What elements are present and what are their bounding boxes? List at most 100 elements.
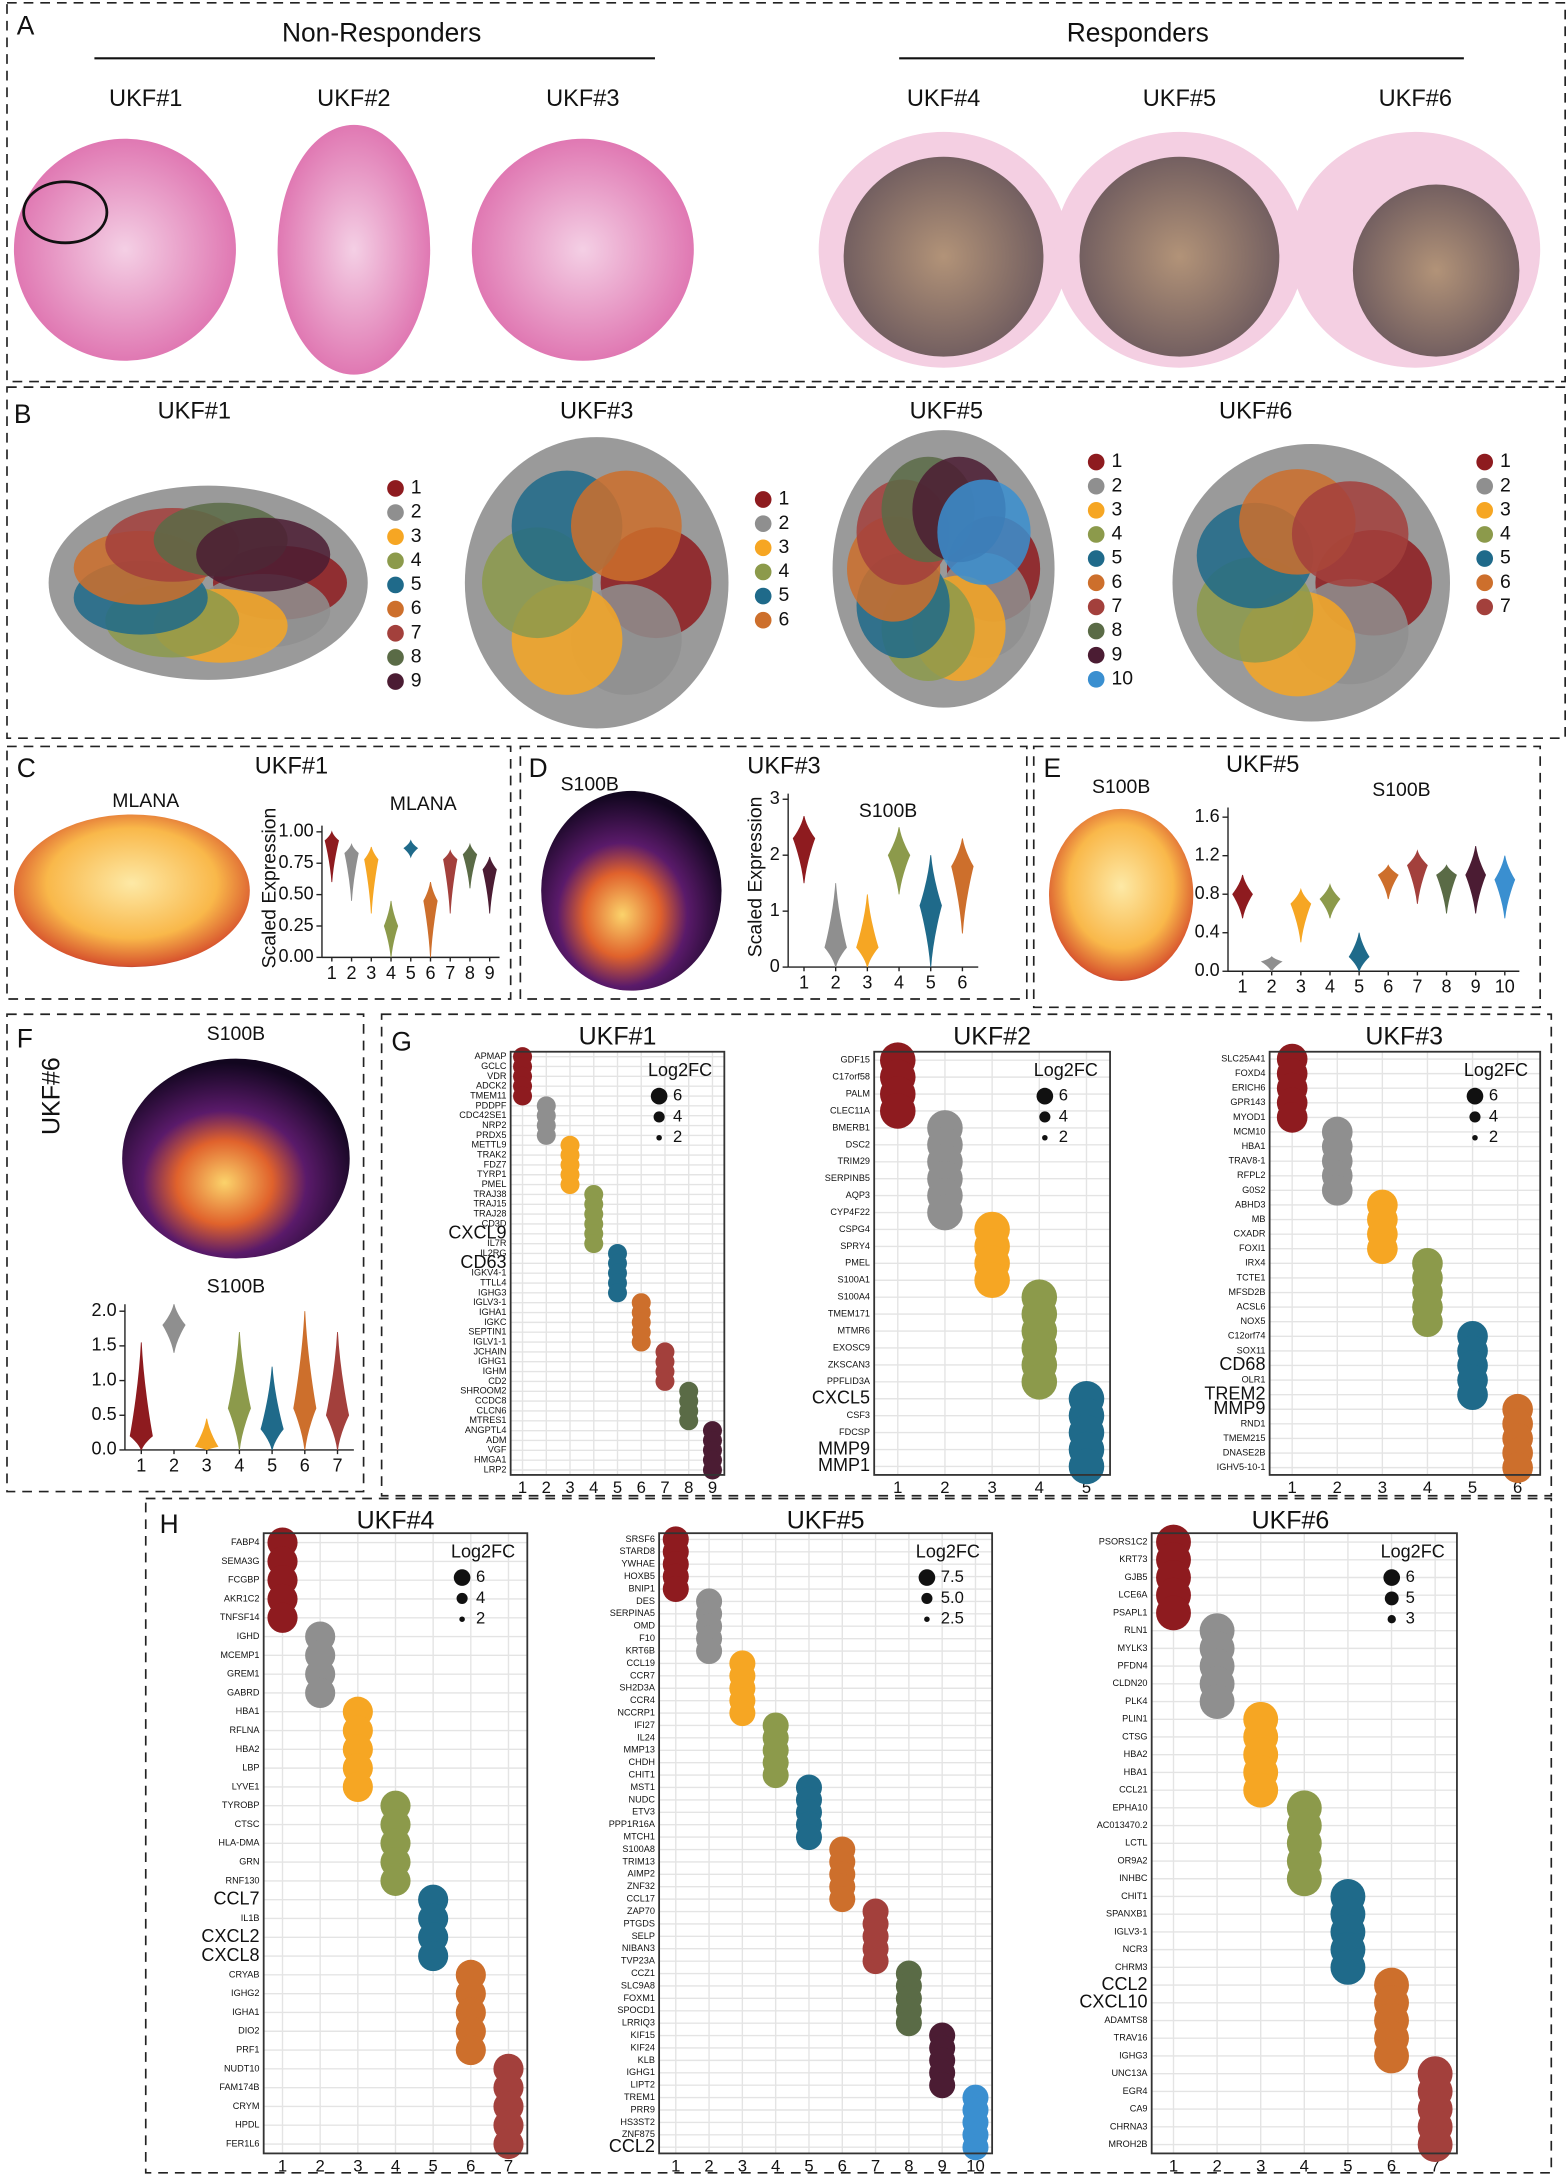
legend-label: 2 xyxy=(476,1609,485,1628)
x-tick-label: 8 xyxy=(465,963,475,983)
legend-label: 6 xyxy=(1059,1086,1068,1105)
legend-swatch xyxy=(1088,599,1105,616)
gene-label: ZNF32 xyxy=(627,1881,655,1891)
dot xyxy=(537,1126,556,1145)
map-title: UKF#1 xyxy=(158,397,231,423)
gene-label: LRP2 xyxy=(484,1464,507,1474)
legend-swatch xyxy=(1088,526,1105,543)
gene-label: PPP1R16A xyxy=(609,1819,656,1829)
x-tick-label: 9 xyxy=(1471,977,1481,997)
legend-dot xyxy=(454,1569,471,1586)
gene-label: HOXB5 xyxy=(624,1571,655,1581)
gene-label: VDR xyxy=(487,1071,507,1081)
legend-swatch xyxy=(1476,526,1493,543)
legend-label: 5 xyxy=(1500,547,1511,569)
x-tick-label: 6 xyxy=(637,1478,646,1497)
dot xyxy=(927,1195,963,1231)
dot xyxy=(929,2072,955,2098)
legend-swatch xyxy=(755,612,772,629)
gene-label: SHROOM2 xyxy=(460,1386,506,1396)
gene-label: CDC42SE1 xyxy=(459,1110,506,1120)
gene-label: NCR3 xyxy=(1123,1944,1148,1954)
legend-swatch xyxy=(1088,574,1105,591)
x-tick-label: 7 xyxy=(445,963,455,983)
expression-map xyxy=(14,814,250,967)
gene-label: IGHG2 xyxy=(231,1988,259,1998)
gene-label: CXADR xyxy=(1233,1229,1265,1239)
y-tick-label: 0 xyxy=(770,956,780,976)
legend-swatch xyxy=(1476,599,1493,616)
legend-swatch xyxy=(387,601,404,618)
gene-label: IGHG1 xyxy=(627,2067,655,2077)
panel-title: UKF#6 xyxy=(37,1057,65,1135)
legend-label: 6 xyxy=(673,1086,682,1105)
violin xyxy=(345,844,358,900)
group-label: Responders xyxy=(1067,18,1209,48)
legend-label: 3 xyxy=(1500,498,1511,520)
gene-label: OR9A2 xyxy=(1118,1855,1148,1865)
legend-label: 2 xyxy=(411,501,422,523)
legend-dot xyxy=(1042,1135,1048,1141)
dot xyxy=(380,1866,410,1896)
gene-label: IL1B xyxy=(241,1913,260,1923)
panel-title: UKF#3 xyxy=(747,753,820,779)
legend-label: 4 xyxy=(1500,523,1511,545)
dot xyxy=(1200,1684,1235,1719)
gene-label: SLC9A8 xyxy=(621,1980,655,1990)
gene-label: MCEMP1 xyxy=(220,1650,259,1660)
panel-title: UKF#1 xyxy=(255,753,328,779)
dot xyxy=(456,2035,486,2065)
x-tick-label: 1 xyxy=(518,1478,527,1497)
dot xyxy=(655,1372,674,1391)
gene-label: EGR4 xyxy=(1123,2086,1148,2096)
panel-label: H xyxy=(160,1509,179,1539)
x-tick-label: 6 xyxy=(1387,2157,1396,2176)
gene-label: SERPINA5 xyxy=(610,1608,655,1618)
gene-label: VGF xyxy=(488,1445,507,1455)
gene-label: MYLK3 xyxy=(1118,1643,1148,1653)
gene-label: PSAPL1 xyxy=(1113,1607,1148,1617)
gene-label: IGLV3-1 xyxy=(473,1297,506,1307)
x-tick-label: 7 xyxy=(871,2157,880,2176)
dot xyxy=(729,1700,755,1726)
gene-label: DNASE2B xyxy=(1223,1447,1266,1457)
legend-swatch xyxy=(1088,647,1105,664)
violin xyxy=(228,1332,250,1450)
map-label: S100B xyxy=(1092,776,1150,798)
gene-label: PMEL xyxy=(845,1258,870,1268)
gene-label: C12orf74 xyxy=(1228,1331,1266,1341)
gene-label: IL24 xyxy=(637,1732,655,1742)
legend-label: 6 xyxy=(778,608,789,630)
gene-label: CLDN20 xyxy=(1112,1678,1147,1688)
dot xyxy=(343,1772,373,1802)
legend-label: 3 xyxy=(1406,1609,1415,1628)
x-tick-label: 3 xyxy=(738,2157,747,2176)
violin xyxy=(444,851,457,914)
gene-label: IGHG3 xyxy=(478,1287,506,1297)
legend-swatch xyxy=(1088,454,1105,471)
gene-label: MYOD1 xyxy=(1233,1112,1266,1122)
x-tick-label: 1 xyxy=(327,963,337,983)
legend-swatch xyxy=(1476,478,1493,495)
gene-label: G0S2 xyxy=(1242,1185,1265,1195)
gene-label: PRDX5 xyxy=(476,1130,506,1140)
gene-label: TMEM215 xyxy=(1223,1433,1265,1443)
dot xyxy=(513,1087,532,1106)
x-tick-label: 6 xyxy=(957,973,967,993)
gene-label: ZKSCAN3 xyxy=(828,1359,870,1369)
gene-label: PPFLID3A xyxy=(827,1376,871,1386)
gene-label: ADCK2 xyxy=(476,1081,506,1091)
gene-label: KRT6B xyxy=(626,1645,655,1655)
x-tick-label: 4 xyxy=(589,1478,598,1497)
histology xyxy=(278,125,431,375)
gene-label: BMERB1 xyxy=(832,1122,870,1132)
gene-label: IGHM xyxy=(483,1366,507,1376)
gene-label: CCL21 xyxy=(1119,1785,1147,1795)
legend-swatch xyxy=(387,673,404,690)
legend-label: 5 xyxy=(1111,547,1122,569)
gene-label: IGHG1 xyxy=(478,1356,506,1366)
gene-label: MB xyxy=(1252,1214,1266,1224)
gene-label: FOXD4 xyxy=(1235,1068,1265,1078)
gene-label: IGLV3-1 xyxy=(1114,1926,1147,1936)
violin xyxy=(1262,957,1282,971)
